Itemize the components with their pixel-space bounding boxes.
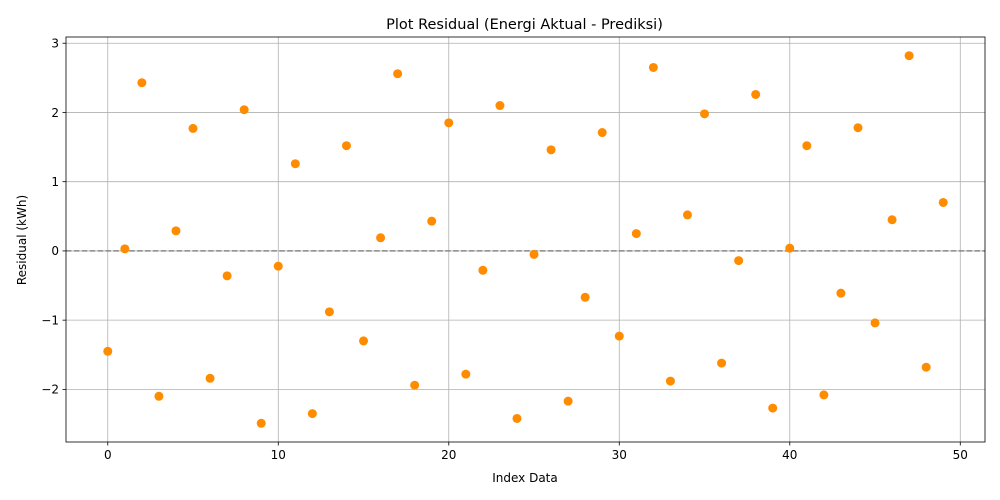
data-point — [290, 159, 300, 169]
data-point — [921, 362, 931, 372]
data-point — [427, 216, 437, 226]
data-point — [154, 391, 164, 401]
data-point — [546, 145, 556, 155]
data-point — [631, 229, 641, 239]
data-point — [563, 396, 573, 406]
data-point — [205, 373, 215, 383]
data-point — [648, 62, 658, 72]
data-point — [700, 109, 710, 119]
data-point — [444, 118, 454, 128]
data-point — [495, 101, 505, 111]
data-point — [376, 233, 386, 243]
data-point — [256, 418, 266, 428]
y-axis-label: Residual (kWh) — [15, 195, 29, 285]
x-tick-label: 20 — [441, 448, 456, 462]
data-point — [717, 358, 727, 368]
data-point — [734, 256, 744, 266]
data-point — [938, 197, 948, 207]
y-tick-label: −2 — [41, 383, 59, 397]
data-point — [307, 409, 317, 419]
data-point — [853, 123, 863, 133]
y-tick-label: 1 — [51, 175, 59, 189]
data-point — [273, 261, 283, 271]
data-point — [341, 141, 351, 151]
x-tick-label: 0 — [104, 448, 112, 462]
data-point — [171, 226, 181, 236]
data-point — [529, 249, 539, 259]
data-point — [682, 210, 692, 220]
data-point — [751, 89, 761, 99]
data-point — [461, 369, 471, 379]
y-axis-ticks: −2 −1 0 1 2 3 — [41, 37, 66, 397]
data-point — [478, 265, 488, 275]
y-tick-label: 2 — [51, 106, 59, 120]
chart-title: Plot Residual (Energi Aktual - Prediksi) — [386, 17, 663, 33]
y-tick-label: 3 — [51, 37, 59, 51]
data-point — [137, 78, 147, 88]
y-tick-label: −1 — [41, 313, 59, 327]
data-point — [904, 51, 914, 61]
x-axis-label: Index Data — [492, 471, 558, 485]
x-tick-label: 40 — [782, 448, 797, 462]
data-point — [614, 331, 624, 341]
data-point — [410, 380, 420, 390]
data-point — [222, 271, 232, 281]
data-point — [597, 128, 607, 138]
plot-frame — [65, 36, 986, 443]
data-point — [103, 346, 113, 356]
grid-lines — [66, 37, 985, 442]
data-point — [768, 403, 778, 413]
y-tick-label: 0 — [51, 244, 59, 258]
data-point — [802, 141, 812, 151]
data-point — [887, 215, 897, 225]
data-point — [580, 292, 590, 302]
data-point — [239, 105, 249, 115]
data-point — [819, 390, 829, 400]
data-point — [393, 69, 403, 79]
data-point — [324, 307, 334, 317]
data-point — [836, 288, 846, 298]
data-point — [512, 413, 522, 423]
x-axis-ticks: 0 10 20 30 40 50 — [104, 442, 968, 462]
x-tick-label: 10 — [271, 448, 286, 462]
data-point — [870, 318, 880, 328]
data-point — [665, 376, 675, 386]
data-point — [359, 336, 369, 346]
x-tick-label: 30 — [612, 448, 627, 462]
data-point — [120, 244, 130, 254]
data-points — [103, 51, 948, 428]
x-tick-label: 50 — [953, 448, 968, 462]
data-point — [188, 123, 198, 133]
data-point — [785, 243, 795, 253]
